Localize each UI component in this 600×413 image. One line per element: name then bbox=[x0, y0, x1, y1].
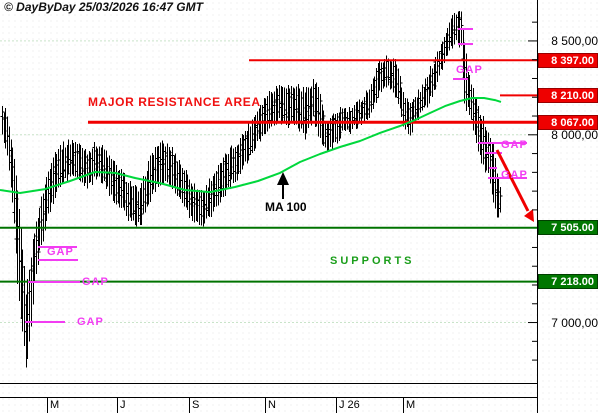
gap-label: GAP bbox=[501, 139, 528, 151]
y-axis-tick-label: 8 000,00 bbox=[551, 127, 598, 142]
gap-label: GAP bbox=[82, 276, 109, 288]
resistance-price-badge: 8 067.00 bbox=[538, 115, 598, 130]
y-axis-tick-label: 8 500,00 bbox=[551, 33, 598, 48]
ma-100-label: MA 100 bbox=[265, 200, 307, 214]
price-bars bbox=[0, 10, 503, 368]
x-axis-month-label: S bbox=[192, 399, 200, 411]
resistance-price-badge: 8 397.00 bbox=[538, 53, 598, 68]
x-axis-month-label: M bbox=[50, 399, 60, 411]
resistance-price-badge: 8 210.00 bbox=[538, 88, 598, 103]
ma-100-line bbox=[0, 97, 502, 194]
trend-arrow-head bbox=[524, 209, 534, 222]
trend-arrow-shaft bbox=[495, 149, 530, 212]
supports-label: SUPPORTS bbox=[330, 255, 415, 267]
x-axis-month-label: J 26 bbox=[339, 399, 360, 411]
x-axis-month-label: M bbox=[406, 399, 416, 411]
ma-arrow-head bbox=[277, 172, 289, 185]
x-axis-month-label: N bbox=[268, 399, 276, 411]
support-price-badge: 7 218.00 bbox=[538, 274, 598, 289]
y-axis-tick-label: 7 000,00 bbox=[551, 315, 598, 330]
x-axis-month-label: J bbox=[120, 399, 126, 411]
gap-label: GAP bbox=[47, 246, 74, 258]
support-price-badge: 7 505.00 bbox=[538, 220, 598, 235]
gap-label: GAP bbox=[77, 316, 104, 328]
copyright-timestamp: © DayByDay 25/03/2026 16:47 GMT bbox=[4, 0, 203, 14]
gap-label: GAP bbox=[501, 169, 528, 181]
gap-label: GAP bbox=[456, 64, 483, 76]
major-resistance-area-label: MAJOR RESISTANCE AREA bbox=[88, 95, 261, 109]
